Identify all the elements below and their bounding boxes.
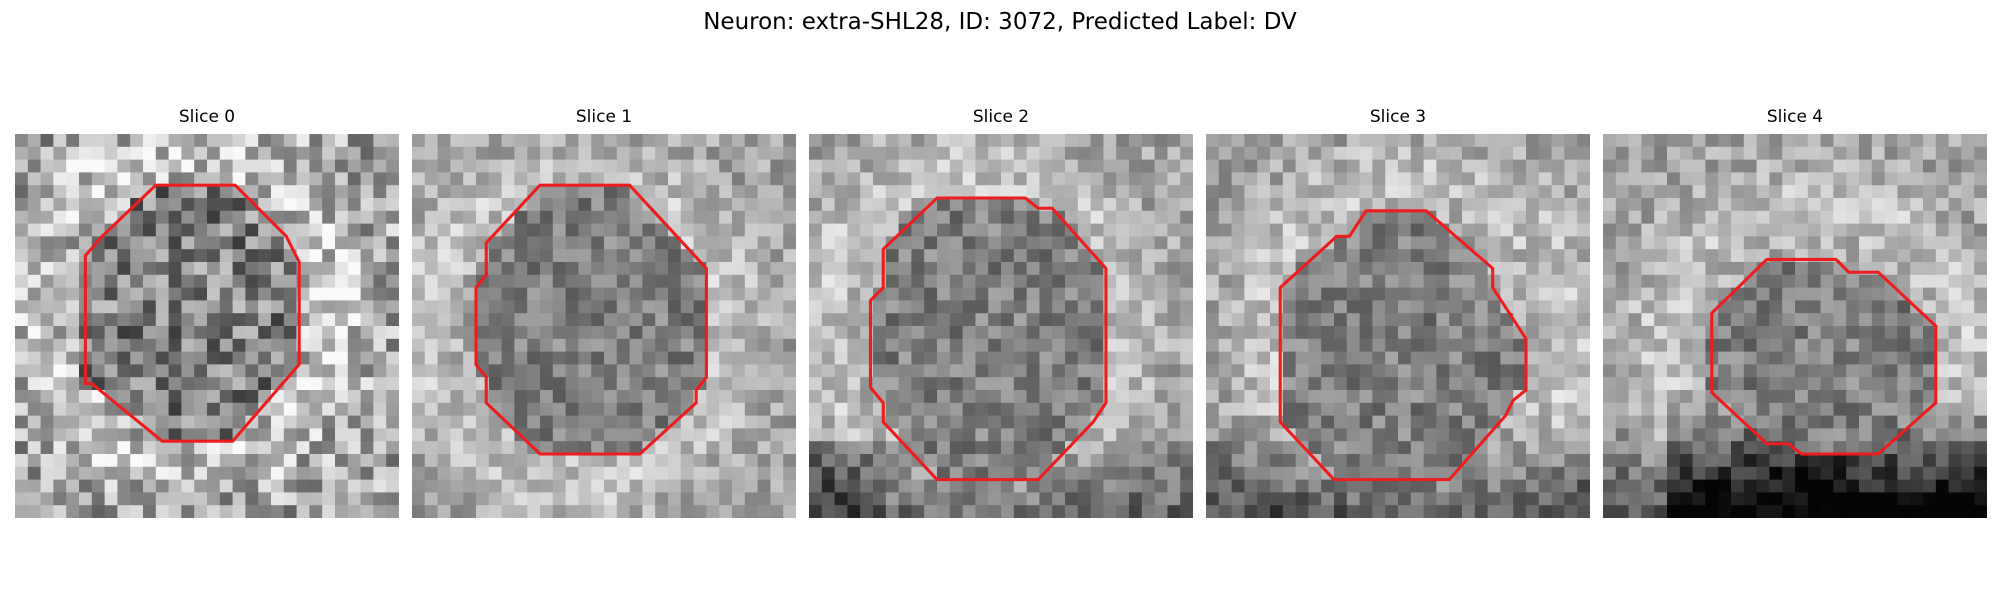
slice-pixels-2 bbox=[809, 134, 1193, 518]
slice-image-2 bbox=[809, 134, 1193, 518]
slice-panel-4: Slice 4 bbox=[1603, 106, 1987, 530]
slice-panel-0: Slice 0 bbox=[15, 106, 399, 530]
slice-panel-1: Slice 1 bbox=[412, 106, 796, 530]
slice-title-4: Slice 4 bbox=[1766, 107, 1824, 127]
slice-title-1: Slice 1 bbox=[575, 107, 633, 127]
roi-contour-4 bbox=[1710, 257, 1938, 456]
slice-pixels-1 bbox=[412, 134, 796, 518]
slice-title-0: Slice 0 bbox=[178, 107, 236, 127]
figure-title: Neuron: extra-SHL28, ID: 3072, Predicted… bbox=[703, 9, 1297, 35]
roi-contour-3 bbox=[1278, 209, 1528, 482]
slice-pixels-0 bbox=[15, 134, 399, 518]
slice-pixels-3 bbox=[1206, 134, 1590, 518]
slice-image-3 bbox=[1206, 134, 1590, 518]
roi-contour-1 bbox=[474, 183, 708, 456]
slice-pixels-4 bbox=[1603, 134, 1987, 518]
slice-image-0 bbox=[15, 134, 399, 518]
slice-title-3: Slice 3 bbox=[1369, 107, 1427, 127]
slice-image-4 bbox=[1603, 134, 1987, 518]
slice-image-1 bbox=[412, 134, 796, 518]
roi-contour-0 bbox=[83, 183, 301, 443]
slice-panel-3: Slice 3 bbox=[1206, 106, 1590, 530]
slice-title-2: Slice 2 bbox=[972, 107, 1030, 127]
roi-contour-2 bbox=[868, 196, 1108, 482]
slice-panel-2: Slice 2 bbox=[809, 106, 1193, 530]
